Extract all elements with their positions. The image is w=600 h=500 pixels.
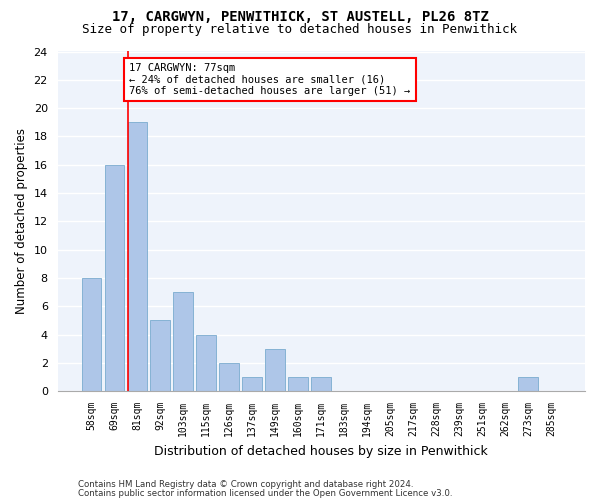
Bar <box>128 122 147 391</box>
Bar <box>311 377 331 391</box>
Bar <box>265 348 285 391</box>
Bar <box>104 164 124 391</box>
Bar <box>220 363 239 391</box>
X-axis label: Distribution of detached houses by size in Penwithick: Distribution of detached houses by size … <box>154 444 488 458</box>
Bar <box>289 377 308 391</box>
Bar <box>151 320 170 391</box>
Bar <box>82 278 101 391</box>
Text: 17 CARGWYN: 77sqm
← 24% of detached houses are smaller (16)
76% of semi-detached: 17 CARGWYN: 77sqm ← 24% of detached hous… <box>129 63 410 96</box>
Bar <box>196 334 216 391</box>
Text: Contains HM Land Registry data © Crown copyright and database right 2024.: Contains HM Land Registry data © Crown c… <box>78 480 413 489</box>
Bar <box>518 377 538 391</box>
Text: Size of property relative to detached houses in Penwithick: Size of property relative to detached ho… <box>83 22 517 36</box>
Bar <box>242 377 262 391</box>
Bar <box>173 292 193 391</box>
Text: 17, CARGWYN, PENWITHICK, ST AUSTELL, PL26 8TZ: 17, CARGWYN, PENWITHICK, ST AUSTELL, PL2… <box>112 10 488 24</box>
Text: Contains public sector information licensed under the Open Government Licence v3: Contains public sector information licen… <box>78 488 452 498</box>
Y-axis label: Number of detached properties: Number of detached properties <box>15 128 28 314</box>
